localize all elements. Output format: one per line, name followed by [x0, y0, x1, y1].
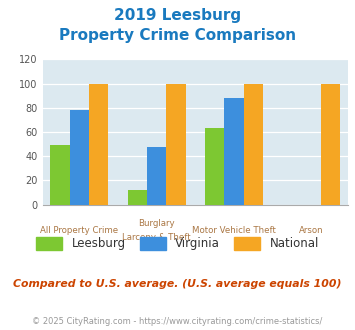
Text: Burglary: Burglary — [138, 219, 175, 228]
Bar — [50, 145, 70, 205]
Text: Property Crime Comparison: Property Crime Comparison — [59, 28, 296, 43]
Bar — [224, 98, 244, 205]
Text: Motor Vehicle Theft: Motor Vehicle Theft — [192, 226, 276, 235]
Bar — [321, 83, 340, 205]
Bar — [89, 83, 108, 205]
Bar — [127, 190, 147, 205]
Bar — [205, 128, 224, 205]
Bar — [244, 83, 263, 205]
Text: Larceny & Theft: Larceny & Theft — [122, 233, 191, 242]
Text: All Property Crime: All Property Crime — [40, 226, 118, 235]
Text: 2019 Leesburg: 2019 Leesburg — [114, 8, 241, 23]
Text: Arson: Arson — [299, 226, 323, 235]
Bar — [166, 83, 186, 205]
Text: Compared to U.S. average. (U.S. average equals 100): Compared to U.S. average. (U.S. average … — [13, 279, 342, 289]
Bar — [70, 110, 89, 205]
Bar — [147, 147, 166, 205]
Text: © 2025 CityRating.com - https://www.cityrating.com/crime-statistics/: © 2025 CityRating.com - https://www.city… — [32, 317, 323, 326]
Legend: Leesburg, Virginia, National: Leesburg, Virginia, National — [36, 237, 319, 250]
